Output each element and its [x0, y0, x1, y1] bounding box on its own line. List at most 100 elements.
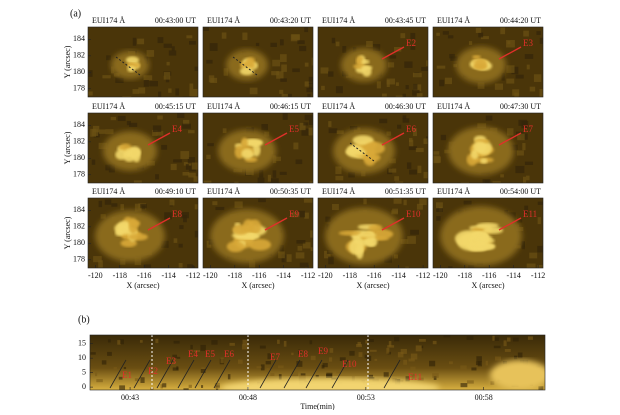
speckle	[234, 181, 239, 183]
speckle	[512, 337, 519, 342]
speckle	[529, 86, 536, 92]
bright-loop	[472, 230, 488, 240]
speckle	[143, 264, 152, 268]
speckle	[279, 245, 284, 253]
speckle	[96, 379, 103, 383]
speckle	[320, 67, 329, 74]
speckle	[309, 120, 313, 125]
speckle	[296, 240, 306, 244]
speckle	[117, 115, 126, 122]
x-tick-label: -112	[531, 271, 545, 280]
bright-loop	[361, 59, 370, 65]
y-tick-label: 182	[73, 137, 85, 146]
speckle	[367, 339, 374, 343]
speckle	[280, 54, 287, 62]
speckle	[267, 353, 272, 360]
speckle	[203, 180, 212, 183]
speckle	[209, 43, 218, 51]
ejection-track	[133, 359, 151, 389]
speckle	[480, 36, 489, 40]
speckle	[506, 65, 515, 73]
x-tick-label: -112	[186, 271, 200, 280]
bright-loop	[241, 148, 254, 160]
speckle	[117, 340, 121, 345]
solar-image	[318, 113, 428, 183]
y-tick-label: 180	[73, 238, 85, 247]
x-tick-label: -116	[252, 271, 266, 280]
speckle	[400, 33, 406, 39]
speckle	[134, 203, 142, 212]
speckle	[189, 40, 196, 45]
speckle	[517, 133, 525, 141]
speckle	[524, 205, 529, 214]
speckle	[158, 91, 162, 97]
speckle	[485, 360, 488, 366]
speckle	[516, 150, 524, 156]
speckle	[133, 180, 142, 183]
speckle	[533, 74, 542, 82]
speckle	[291, 182, 299, 183]
speckle	[223, 68, 229, 76]
speckle	[242, 344, 249, 350]
speckle	[512, 89, 520, 96]
ejection-track	[259, 359, 277, 389]
speckle	[177, 113, 185, 119]
speckle	[478, 32, 484, 38]
speckle	[369, 349, 377, 352]
speckle	[301, 128, 309, 136]
speckle	[524, 54, 534, 59]
speckle	[421, 66, 428, 71]
speckle	[363, 198, 367, 205]
speckle	[433, 151, 440, 155]
speckle	[404, 61, 413, 68]
speckle	[163, 43, 172, 48]
speckle	[259, 169, 264, 178]
speckle	[539, 89, 543, 97]
frame-time: 00:49:10 UT	[155, 187, 196, 196]
speckle	[292, 68, 300, 73]
speckle	[410, 353, 418, 360]
speckle	[523, 30, 529, 37]
speckle	[123, 366, 127, 370]
speckle	[309, 340, 313, 345]
speckle	[329, 348, 334, 353]
frame-time: 00:46:30 UT	[385, 102, 426, 111]
speckle	[187, 130, 195, 134]
frame-instrument: EUI174 Å	[92, 16, 125, 25]
event-label: E2	[406, 38, 416, 48]
y-tick-label: 15	[78, 339, 86, 348]
event-label: E5	[289, 124, 299, 134]
speckle	[492, 181, 501, 183]
speckle	[403, 199, 407, 206]
solar-image	[433, 27, 543, 97]
y-tick-label: 180	[73, 153, 85, 162]
event-label: E9	[318, 346, 328, 356]
speckle	[529, 252, 538, 259]
bright-loop	[348, 145, 363, 153]
speckle	[156, 130, 164, 136]
x-tick-label: -120	[433, 271, 448, 280]
speckle	[300, 373, 306, 376]
speckle	[271, 71, 280, 76]
speckle	[284, 254, 292, 262]
bright-loop	[128, 146, 141, 159]
speckle	[372, 44, 381, 51]
speckle	[393, 198, 402, 204]
speckle	[312, 182, 313, 183]
speckle	[138, 87, 146, 94]
event-arrow	[381, 217, 405, 231]
x-tick-label: -116	[482, 271, 496, 280]
speckle	[381, 93, 387, 97]
frame-instrument: EUI174 Å	[207, 187, 240, 196]
speckle	[394, 176, 400, 181]
speckle	[516, 219, 523, 223]
speckle	[291, 352, 294, 356]
speckle	[107, 339, 111, 343]
speckle	[522, 176, 527, 183]
frame	[87, 197, 199, 269]
y-tick-label: 182	[73, 222, 85, 231]
speckle	[308, 127, 313, 136]
speckle	[506, 40, 515, 48]
event-arrow	[381, 46, 405, 60]
x-tick-label: -114	[391, 271, 405, 280]
